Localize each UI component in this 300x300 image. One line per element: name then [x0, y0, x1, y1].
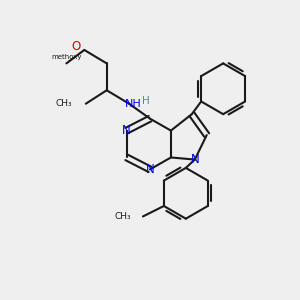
- Text: N: N: [122, 124, 131, 137]
- Text: methoxy: methoxy: [51, 54, 82, 60]
- Text: H: H: [142, 96, 149, 106]
- Text: N: N: [190, 153, 199, 166]
- Text: CH₃: CH₃: [115, 212, 132, 221]
- Text: N: N: [146, 163, 154, 176]
- Text: O: O: [71, 40, 81, 53]
- Text: CH₃: CH₃: [56, 99, 72, 108]
- Text: NH: NH: [125, 99, 142, 109]
